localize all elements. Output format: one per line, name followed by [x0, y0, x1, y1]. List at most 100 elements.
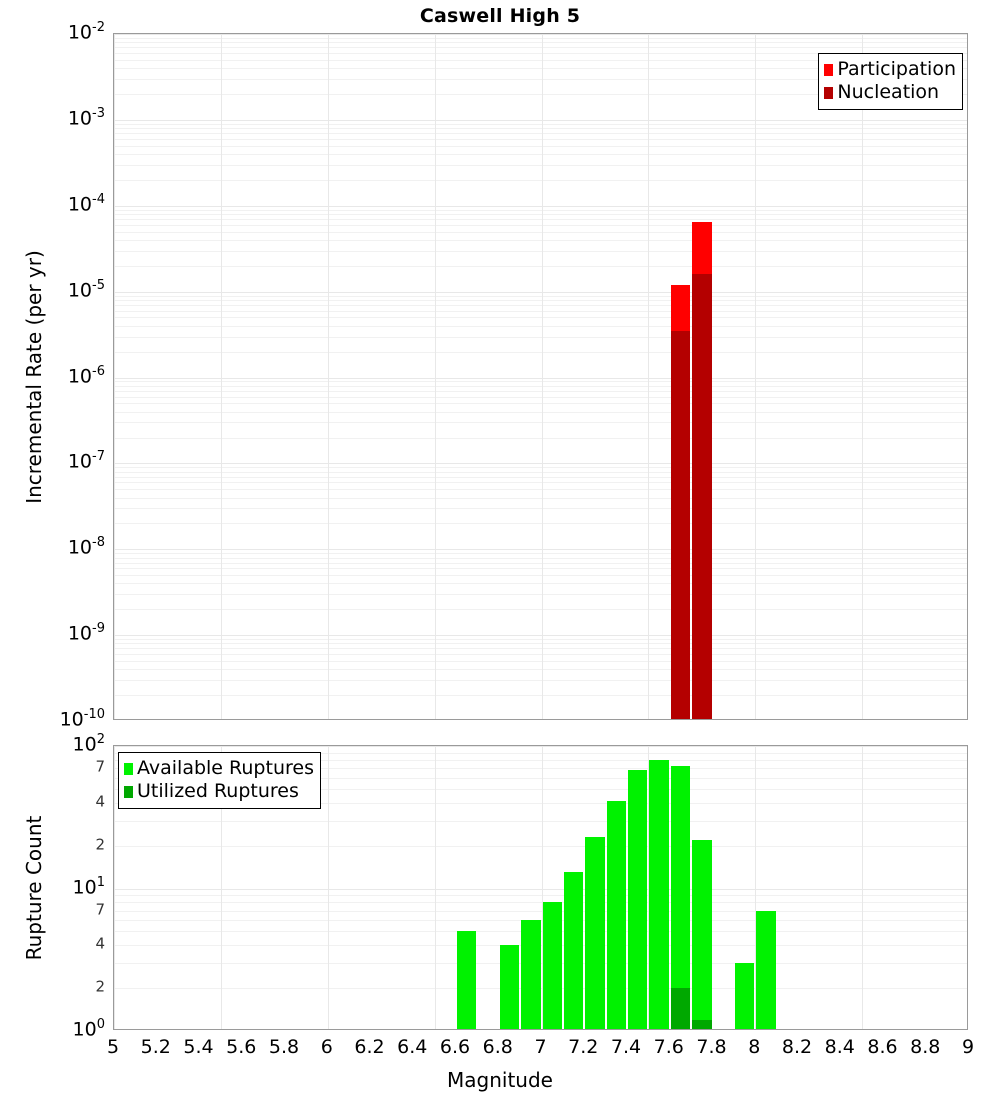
gridline-horizontal [114, 654, 967, 656]
gridline-horizontal [114, 214, 967, 216]
legend-swatch-icon [824, 63, 834, 76]
gridline-horizontal [114, 154, 967, 156]
x-tick-label: 6 [320, 1036, 333, 1058]
legend-item: Nucleation [824, 81, 956, 104]
x-tick-label: 8 [748, 1036, 761, 1058]
bar-nucleation [670, 330, 691, 719]
rupture-count-legend: Available Ruptures Utilized Ruptures [118, 752, 321, 809]
gridline-horizontal [114, 239, 967, 241]
y-tick-label-minor: 2 [95, 977, 105, 996]
gridline-horizontal [114, 403, 967, 405]
gridline-horizontal [114, 920, 967, 922]
gridline-horizontal [114, 463, 967, 465]
gridline-horizontal [114, 768, 967, 770]
x-tick-label: 5.6 [226, 1036, 257, 1058]
bar-available-ruptures [457, 931, 477, 1029]
x-tick-label: 7.2 [568, 1036, 599, 1058]
x-tick-label: 6.8 [482, 1036, 513, 1058]
gridline-horizontal [114, 205, 967, 207]
gridline-horizontal [114, 68, 967, 70]
bar-available-ruptures [670, 766, 691, 1029]
gridline-vertical [648, 34, 650, 719]
gridline-horizontal [114, 336, 967, 338]
gridline-horizontal [114, 265, 967, 267]
gridline-vertical [755, 34, 757, 719]
gridline-horizontal [114, 381, 967, 383]
gridline-horizontal [114, 437, 967, 439]
rupture-count-y-axis-label: Rupture Count [22, 815, 46, 960]
bar-available-ruptures [585, 836, 605, 1029]
legend-item: Utilized Ruptures [124, 780, 314, 803]
gridline-horizontal [114, 471, 967, 473]
gridline-vertical [755, 746, 757, 1029]
x-tick-label: 8.6 [867, 1036, 898, 1058]
gridline-horizontal [114, 390, 967, 392]
y-tick-label: 10-8 [67, 535, 105, 559]
gridline-horizontal [114, 78, 967, 80]
gridline-horizontal [114, 291, 967, 293]
gridline-horizontal [114, 910, 967, 912]
gridline-vertical [434, 746, 436, 1029]
gridline-horizontal [114, 94, 967, 96]
gridline-horizontal [114, 224, 967, 226]
gridline-horizontal [114, 523, 967, 525]
gridline-horizontal [114, 351, 967, 353]
gridline-horizontal [114, 145, 967, 147]
y-tick-label: 10-5 [67, 277, 105, 302]
x-tick-label: 6.6 [439, 1036, 471, 1058]
gridline-horizontal [114, 377, 967, 379]
x-tick-label: 7.6 [653, 1036, 684, 1058]
incremental-rate-legend: Participation Nucleation [818, 53, 963, 110]
y-tick-label: 10-10 [59, 707, 105, 731]
x-tick-label: 6.2 [354, 1036, 385, 1058]
gridline-horizontal [114, 777, 967, 779]
x-tick-label: 5.8 [268, 1036, 300, 1058]
gridline-vertical [220, 746, 222, 1029]
y-tick-label-minor: 7 [95, 900, 105, 919]
legend-label: Participation [837, 58, 956, 80]
gridline-horizontal [114, 53, 967, 55]
gridline-horizontal [114, 639, 967, 641]
gridline-horizontal [114, 695, 967, 697]
gridline-horizontal [114, 759, 967, 761]
gridline-vertical [114, 34, 115, 719]
legend-label: Nucleation [837, 81, 940, 103]
gridline-horizontal [114, 467, 967, 469]
y-tick-label-minor: 4 [95, 792, 105, 811]
y-tick-label: 10-3 [67, 106, 105, 130]
gridline-horizontal [114, 304, 967, 306]
gridline-horizontal [114, 988, 967, 990]
bar-available-ruptures [628, 769, 648, 1029]
gridline-vertical [434, 34, 436, 719]
legend-item: Available Ruptures [124, 757, 314, 780]
page-title: Caswell High 5 [419, 5, 581, 27]
gridline-horizontal [114, 209, 967, 211]
gridline-vertical [114, 746, 115, 1029]
bar-utilized-ruptures [692, 1019, 712, 1029]
y-tick-label: 10-9 [67, 621, 105, 645]
y-tick-label-minor: 7 [95, 757, 105, 776]
gridline-horizontal [114, 820, 967, 822]
legend-label: Available Ruptures [137, 757, 314, 779]
x-tick-label: 6.4 [397, 1036, 428, 1058]
gridline-horizontal [114, 609, 967, 611]
incremental-rate-y-axis-label: Incremental Rate (per yr) [22, 249, 46, 504]
gridline-horizontal [114, 34, 967, 35]
x-tick-label: 5 [106, 1036, 120, 1058]
gridline-horizontal [114, 660, 967, 662]
gridline-horizontal [114, 37, 967, 39]
y-tick-label: 101 [72, 874, 105, 898]
x-tick-label: 8.2 [781, 1036, 813, 1058]
gridline-horizontal [114, 231, 967, 233]
gridline-horizontal [114, 902, 967, 904]
gridline-vertical [327, 746, 329, 1029]
gridline-horizontal [114, 133, 967, 135]
gridline-horizontal [114, 680, 967, 682]
rupture-count-plot [113, 745, 968, 1030]
gridline-horizontal [114, 385, 967, 387]
x-tick-label: 5.4 [183, 1036, 214, 1058]
gridline-horizontal [114, 138, 967, 140]
gridline-horizontal [114, 476, 967, 478]
y-tick-label: 10-2 [67, 20, 105, 44]
